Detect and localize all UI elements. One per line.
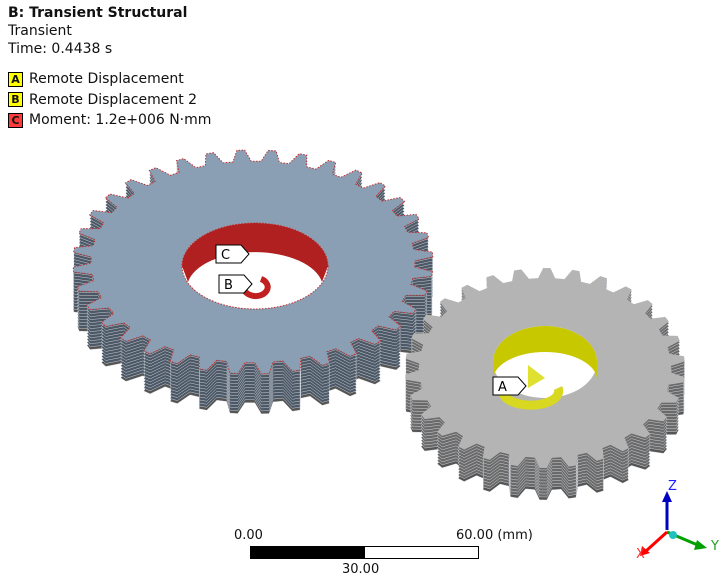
tag-b: B [224, 278, 233, 293]
legend-label: Moment: 1.2e+006 N·mm [29, 112, 212, 128]
legend-label: Remote Displacement 2 [29, 91, 198, 108]
triad-x-label: X [636, 547, 645, 562]
small-gear-bore-wall [493, 326, 597, 380]
tag-b-box [218, 274, 253, 294]
scale-min: 0.00 [234, 528, 263, 543]
legend-key-c: C [8, 112, 23, 128]
triad-y-label: Y [711, 539, 719, 554]
triad-origin [669, 531, 677, 539]
scale-mid: 30.00 [342, 562, 380, 577]
tag-a-box [492, 376, 527, 396]
legend-key-a: A [8, 71, 23, 87]
triad-z-label: Z [668, 479, 677, 494]
tag-a: A [498, 380, 507, 395]
big-gear-bore-wall [182, 223, 328, 282]
triad-z-arrow-icon [662, 491, 672, 502]
scale-bar [250, 546, 479, 559]
legend-item-a[interactable]: A Remote Displacement [8, 69, 211, 90]
triad-x-arrow-icon [640, 546, 650, 556]
analysis-header: B: Transient Structural Transient Time: … [8, 4, 187, 58]
remote-displacement-arrow-icon [528, 365, 545, 388]
boundary-legend: A Remote Displacement B Remote Displacemen… [8, 69, 211, 131]
tag-c: C [221, 248, 230, 263]
legend-label: Remote Displacement [29, 71, 184, 87]
tag-c-box [215, 244, 250, 264]
analysis-title: B: Transient Structural [8, 5, 188, 21]
analysis-time: Time: 0.4438 s [8, 41, 113, 57]
legend-key-b: B [8, 92, 23, 108]
scale-max: 60.00 (mm) [456, 528, 533, 543]
legend-item-b[interactable]: B Remote Displacement 2 [8, 90, 211, 111]
legend-item-c[interactable]: C Moment: 1.2e+006 N·mm [8, 110, 211, 131]
triad-x-axis [644, 530, 669, 553]
analysis-type: Transient [8, 23, 72, 39]
triad-y-arrow-icon [694, 540, 707, 550]
